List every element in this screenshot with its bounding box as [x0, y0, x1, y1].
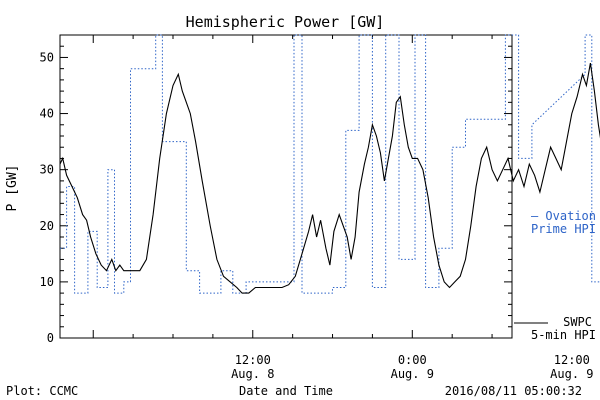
series-ovation-prime-line — [60, 34, 600, 294]
legend-ovation-label-2: Prime HPI — [531, 222, 596, 236]
legend: — Ovation Prime HPI SWPC 5-min HPI — [514, 209, 596, 342]
x-tick-label-date: Aug. 8 — [231, 367, 274, 381]
y-tick-label: 40 — [40, 107, 54, 121]
x-axis-label: Date and Time — [239, 384, 333, 398]
plot-credit: Plot: CCMC — [6, 384, 78, 398]
y-tick-label: 20 — [40, 219, 54, 233]
x-tick-label-time: 0:00 — [398, 353, 427, 367]
x-tick-label-date: Aug. 9 — [391, 367, 434, 381]
legend-ovation-label-1: — Ovation — [531, 209, 596, 223]
y-tick-label: 10 — [40, 275, 54, 289]
plot-timestamp: 2016/08/11 05:00:32 — [445, 384, 582, 398]
legend-swpc-label-2: 5-min HPI — [531, 328, 596, 342]
y-tick-label: 30 — [40, 163, 54, 177]
x-tick-label-date: Aug. 9 — [550, 367, 593, 381]
x-tick-label-time: 12:00 — [235, 353, 271, 367]
series-layer — [59, 34, 600, 294]
series-swpc-line — [59, 63, 600, 294]
plot-frame — [59, 34, 513, 339]
y-tick-label: 0 — [47, 331, 54, 345]
y-axis-label: P [GW] — [5, 165, 20, 212]
legend-swpc-label-1: SWPC — [563, 315, 592, 329]
y-tick-label: 50 — [40, 50, 54, 64]
y-axis: 0 10 20 30 40 50 — [40, 34, 512, 345]
x-tick-label-time: 12:00 — [554, 353, 590, 367]
chart-title: Hemispheric Power [GW] — [186, 13, 385, 31]
